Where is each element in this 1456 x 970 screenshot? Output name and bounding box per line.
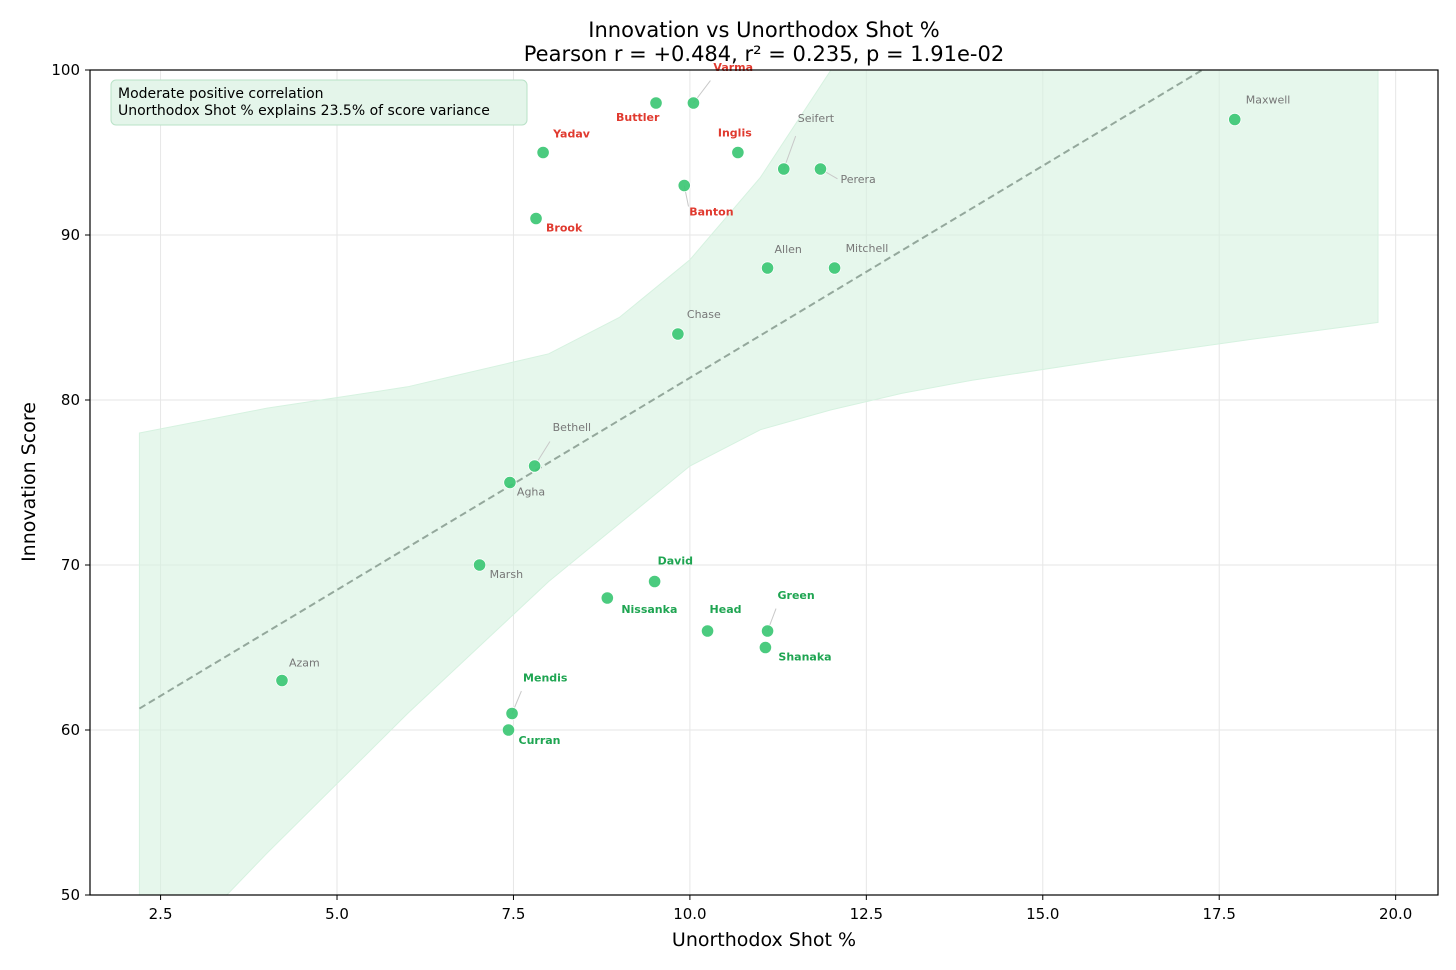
regression-line — [138, 70, 1205, 710]
chart-subtitle: Pearson r = +0.484, r² = 0.235, p = 1.91… — [524, 42, 1004, 66]
annotation-box: Moderate positive correlation Unorthodox… — [110, 79, 528, 126]
y-tick-label: 100 — [51, 61, 80, 79]
x-tick-label: 5.0 — [325, 905, 349, 923]
point-label-nissanka: Nissanka — [621, 603, 677, 616]
data-point-banton — [677, 178, 691, 193]
point-label-brook: Brook — [546, 222, 583, 235]
point-label-azam: Azam — [289, 657, 320, 670]
point-label-david: David — [658, 555, 693, 568]
point-label-mitchell: Mitchell — [846, 242, 889, 255]
point-label-mendis: Mendis — [523, 672, 568, 685]
x-axis-label: Unorthodox Shot % — [672, 929, 856, 951]
data-point-agha — [503, 475, 517, 490]
data-point-shanaka — [758, 640, 773, 655]
point-label-perera: Perera — [840, 173, 875, 186]
chart-title: Innovation vs Unorthodox Shot % — [588, 18, 939, 42]
data-point-bethell — [528, 459, 542, 473]
point-label-allen: Allen — [775, 243, 802, 256]
y-tick-label: 50 — [61, 886, 80, 904]
annotation-background — [110, 79, 528, 126]
x-tick-label: 12.5 — [850, 905, 883, 923]
data-point-curran — [501, 723, 516, 737]
x-tick-label: 2.5 — [149, 905, 173, 923]
point-label-yadav: Yadav — [552, 128, 591, 141]
point-label-seifert: Seifert — [798, 112, 835, 125]
point-label-banton: Banton — [689, 206, 733, 219]
point-label-agha: Agha — [517, 486, 545, 499]
point-label-inglis: Inglis — [718, 127, 752, 140]
point-label-buttler: Buttler — [616, 111, 660, 124]
point-label-head: Head — [710, 603, 742, 616]
point-label-green: Green — [778, 589, 815, 602]
data-point-head — [700, 624, 715, 638]
x-tick-label: 17.5 — [1203, 905, 1236, 923]
x-tick-label: 15.0 — [1026, 905, 1059, 923]
data-point-nissanka — [600, 591, 614, 605]
y-tick-label: 70 — [61, 556, 80, 574]
data-point-mendis — [505, 706, 519, 721]
plot-frame — [89, 69, 1439, 896]
point-label-chase: Chase — [687, 308, 721, 321]
point-label-maxwell: Maxwell — [1246, 94, 1291, 107]
annotation-line-2: Unorthodox Shot % explains 23.5% of scor… — [118, 103, 490, 119]
point-label-curran: Curran — [519, 734, 561, 747]
data-point-seifert — [777, 162, 791, 176]
y-axis-ticks: 50 60 70 80 90 100 — [51, 61, 90, 904]
confidence-band — [138, 70, 1379, 895]
data-point-maxwell — [1228, 112, 1242, 127]
y-tick-label: 90 — [61, 226, 80, 244]
data-point-allen — [760, 261, 775, 275]
y-axis-label: Innovation Score — [18, 402, 40, 562]
annotation-line-1: Moderate positive correlation — [118, 86, 324, 102]
x-tick-label: 20.0 — [1379, 905, 1412, 923]
x-tick-label: 7.5 — [502, 905, 526, 923]
y-tick-label: 60 — [61, 721, 80, 739]
point-label-bethell: Bethell — [553, 421, 591, 434]
data-point-marsh — [472, 558, 487, 572]
data-point-chase — [671, 327, 685, 341]
data-point-varma — [686, 96, 701, 110]
data-point-green — [760, 624, 775, 638]
point-labels: Varma Buttler Yadav Inglis Banton Brook Seifer… — [289, 61, 1290, 747]
x-tick-label: 10.0 — [673, 905, 706, 923]
point-label-shanaka: Shanaka — [778, 651, 831, 664]
data-point-azam — [275, 673, 289, 688]
data-point-perera — [813, 162, 828, 176]
data-point-mitchell — [827, 261, 842, 275]
data-point-yadav — [536, 145, 550, 160]
data-point-buttler — [649, 96, 663, 110]
x-axis-ticks: 2.5 5.0 7.5 10.0 12.5 15.0 17.5 20.0 — [149, 895, 1412, 923]
data-points — [275, 96, 1242, 737]
point-label-varma: Varma — [713, 61, 753, 74]
point-label-marsh: Marsh — [490, 568, 523, 581]
data-point-david — [648, 574, 662, 589]
data-point-inglis — [731, 145, 745, 160]
data-point-brook — [529, 211, 543, 226]
y-tick-label: 80 — [61, 391, 80, 409]
